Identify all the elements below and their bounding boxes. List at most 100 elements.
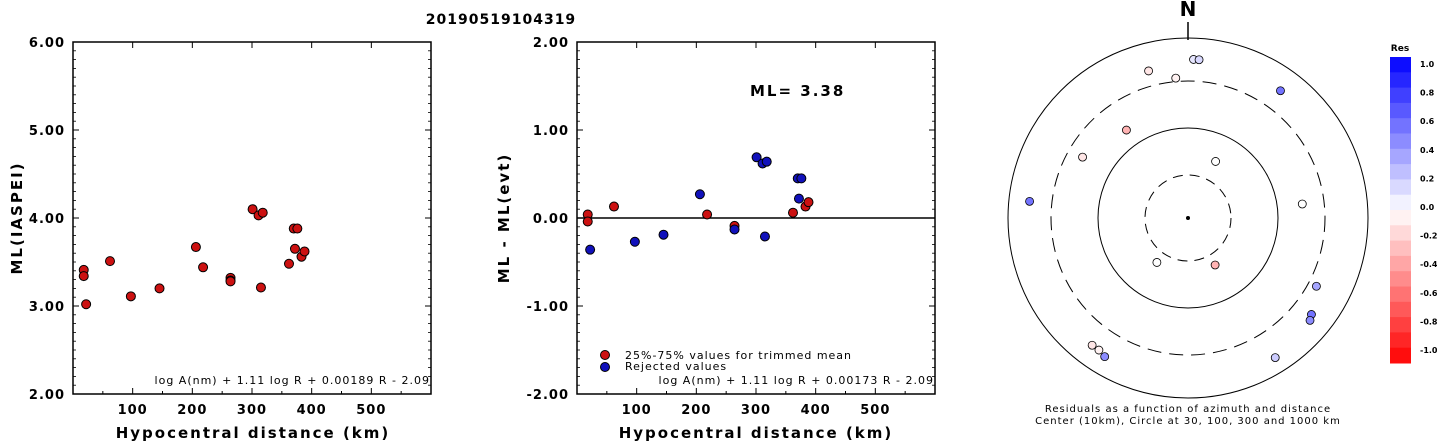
station-point (1100, 352, 1110, 362)
rejected-point (751, 152, 762, 163)
colorbar-segment (1390, 133, 1411, 150)
colorbar-label: 0.8 (1420, 89, 1435, 98)
colorbar-segment (1390, 210, 1411, 226)
colorbar-segment (1390, 255, 1411, 272)
x-tick-label: 400 (801, 403, 831, 418)
north-label: N (1180, 0, 1197, 21)
ml-point (104, 256, 115, 267)
ml-point (225, 276, 236, 287)
trimmed-point (803, 197, 814, 208)
ml-point (292, 223, 303, 234)
y-axis-label: ML(IASPEI) (8, 161, 26, 274)
station-point (1094, 345, 1104, 355)
colorbar-title: Res (1391, 44, 1409, 54)
rejected-point (658, 229, 669, 240)
legend-marker-trimmed (600, 350, 610, 360)
x-axis-label: Hypocentral distance (km) (116, 424, 391, 441)
y-tick-label: 1.00 (533, 124, 569, 139)
x-tick-label: 200 (681, 403, 711, 418)
colorbar-segment (1390, 347, 1411, 364)
residual-distance-panel: ML - ML(evt) Hypocentral distance (km) M… (495, 36, 936, 441)
trimmed-point (582, 216, 593, 227)
colorbar-segment (1390, 102, 1411, 119)
rejected-point (585, 244, 596, 255)
colorbar-segment (1390, 240, 1411, 257)
colorbar: 1.0 0.8 0.6 0.4 0.2 0.0 -0.2 -0.4 -0.6 -0.8 -1.0 (1390, 57, 1437, 364)
caption-line-1: Residuals as a function of azimuth and d… (1045, 404, 1331, 415)
colorbar-label: 0.6 (1420, 117, 1435, 126)
colorbar-segment (1390, 72, 1411, 89)
station-point (1087, 340, 1097, 350)
ml-point (247, 204, 258, 215)
colorbar-segment (1390, 164, 1411, 180)
colorbar-segment (1390, 57, 1411, 73)
colorbar-label: 0.2 (1420, 174, 1434, 183)
colorbar-segment (1390, 317, 1411, 333)
ring-300km (1050, 80, 1326, 356)
station-point (1025, 196, 1034, 206)
station-point (1210, 260, 1220, 270)
colorbar-segment (1390, 332, 1411, 349)
station-point (1171, 73, 1181, 83)
figure-title: 20190519104319 (426, 12, 576, 28)
x-tick-label: 500 (860, 403, 890, 418)
trimmed-point (787, 207, 798, 218)
colorbar-segment (1390, 286, 1411, 303)
legend-label-rejected: Rejected values (625, 360, 727, 373)
colorbar-segment (1390, 301, 1411, 318)
ml-distance-panel: ML(IASPEI) Hypocentral distance (km) log… (8, 36, 432, 441)
ml-point (299, 246, 310, 257)
station-point (1122, 125, 1131, 135)
y-tick-label: -1.00 (527, 300, 569, 315)
y-tick-label: 5.00 (29, 124, 65, 139)
station-point (1211, 157, 1220, 166)
legend: 25%-75% values for trimmed mean Rejected… (600, 349, 851, 373)
ml-point (257, 207, 268, 218)
y-tick-label: 0.00 (533, 212, 569, 227)
ml-point (190, 242, 201, 253)
colorbar-label: -0.4 (1420, 260, 1437, 269)
y-tick-label: 2.00 (29, 388, 65, 403)
colorbar-segment (1390, 118, 1411, 134)
rejected-point (761, 156, 772, 167)
colorbar-segment (1390, 87, 1411, 104)
colorbar-label: -0.8 (1420, 317, 1437, 326)
station-point (1312, 281, 1321, 291)
x-axis-label: Hypocentral distance (km) (619, 424, 894, 441)
ml-point (255, 282, 266, 293)
y-tick-label: -2.00 (527, 388, 569, 403)
y-tick-label: 3.00 (29, 300, 65, 315)
ml-point (198, 262, 209, 273)
rejected-point (759, 231, 770, 242)
rejected-point (796, 173, 807, 184)
ml-point (78, 271, 89, 282)
x-tick-label: 500 (356, 403, 386, 418)
legend-marker-rejected (600, 362, 610, 372)
colorbar-segment (1390, 194, 1411, 211)
ring-30km (1144, 174, 1232, 262)
formula-label: log A(nm) + 1.11 log R + 0.00173 R - 2.0… (659, 374, 934, 387)
station-point (1152, 258, 1162, 267)
caption-line-2: Center (10km), Circle at 30, 100, 300 an… (1035, 416, 1341, 427)
y-axis-label: ML - ML(evt) (495, 153, 513, 283)
colorbar-label: -0.6 (1420, 289, 1437, 298)
ring-100km (1097, 127, 1279, 309)
ml-point (283, 258, 294, 269)
center-dot (1186, 216, 1190, 220)
station-point (1305, 315, 1315, 325)
station-point (1276, 86, 1285, 96)
colorbar-segment (1390, 148, 1411, 165)
ml-point (154, 283, 165, 294)
rejected-point (694, 189, 705, 200)
colorbar-label: 0.0 (1420, 203, 1435, 212)
station-point (1270, 353, 1280, 363)
station-point (1144, 66, 1153, 76)
rejected-point (729, 224, 740, 235)
ml-point (81, 299, 92, 310)
y-tick-label: 2.00 (533, 36, 569, 51)
y-tick-label: 6.00 (29, 36, 65, 51)
formula-label: log A(nm) + 1.11 log R + 0.00189 R - 2.0… (155, 374, 430, 387)
azimuth-polar-panel: N Residuals as a function of azimuth and… (1007, 0, 1437, 427)
rejected-point (629, 236, 640, 247)
